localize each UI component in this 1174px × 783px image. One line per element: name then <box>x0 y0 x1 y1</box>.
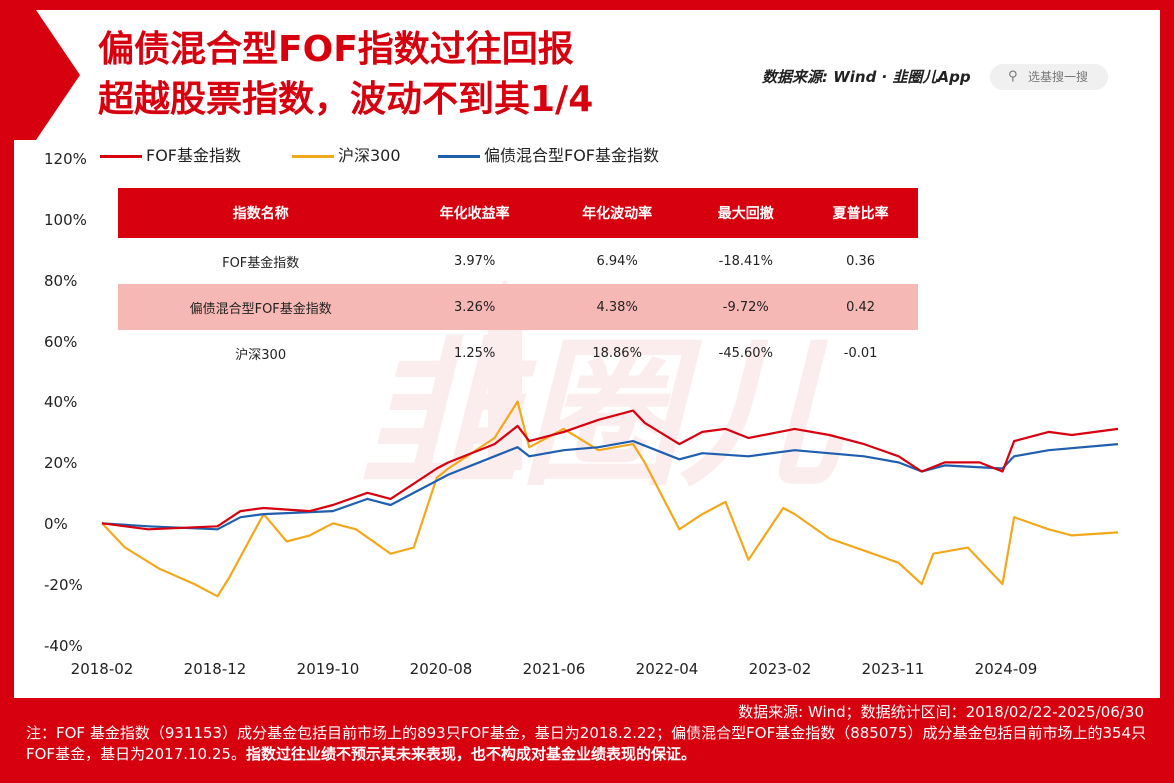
line-chart: 韭圈儿 <box>101 280 1119 598</box>
table-row: 沪深300 1.25% 18.86% -45.60% -0.01 <box>118 330 918 376</box>
page-title-line1: 偏债混合型FOF指数过往回报 <box>98 29 574 70</box>
x-tick-label: 2018-02 <box>70 660 134 678</box>
y-tick-label: 60% <box>44 333 78 351</box>
x-tick-label: 2023-11 <box>861 660 925 678</box>
legend-item-mixed: 偏债混合型FOF基金指数 <box>438 142 659 166</box>
footer-note-text: 注：FOF 基金指数（931153）成分基金包括目前市场上的893只FOF基金，… <box>26 724 1147 763</box>
x-tick-label: 2018-12 <box>183 660 247 678</box>
table-row-highlighted: 偏债混合型FOF基金指数 3.26% 4.38% -9.72% 0.42 <box>118 284 918 330</box>
table-cell: -0.01 <box>843 345 878 361</box>
table-header-cell: 指数名称 <box>118 188 404 238</box>
footer-note: 注：FOF 基金指数（931153）成分基金包括目前市场上的893只FOF基金，… <box>26 723 1150 765</box>
corner-arrow-icon <box>14 10 80 140</box>
search-box[interactable]: ⚲ 选基搜一搜 <box>990 64 1108 90</box>
table-cell: -9.72% <box>688 284 804 330</box>
search-placeholder: 选基搜一搜 <box>1028 70 1089 84</box>
x-tick-label: 2021-06 <box>522 660 586 678</box>
plot-lines <box>101 400 1119 598</box>
legend-label-mixed: 偏债混合型FOF基金指数 <box>484 146 660 165</box>
legend-label-fof: FOF基金指数 <box>146 146 242 165</box>
table-cell: 0.36 <box>846 253 876 269</box>
x-tick-label: 2022-04 <box>635 660 699 678</box>
table-cell: 3.26% <box>403 284 546 330</box>
table-header-cell: 夏普比率 <box>803 188 918 238</box>
table-header-row: 指数名称 年化收益率 年化波动率 最大回撤 夏普比率 <box>118 188 918 238</box>
series-line-0 <box>101 409 1119 531</box>
table-cell: 偏债混合型FOF基金指数 <box>118 284 404 330</box>
table-cell: -45.60% <box>718 345 773 361</box>
footer-disclaimer: 指数过往业绩不预示其未来表现，也不构成对基金业绩表现的保证。 <box>245 745 696 763</box>
x-tick-label: 2019-10 <box>296 660 360 678</box>
table-cell: 18.86% <box>592 345 642 361</box>
y-tick-label: 0% <box>44 515 68 533</box>
x-tick-label: 2023-02 <box>748 660 812 678</box>
watermark-logo: 韭圈儿 <box>360 280 845 508</box>
table-cell: 沪深300 <box>235 347 287 363</box>
table-header-cell: 年化收益率 <box>403 188 546 238</box>
y-tick-label: 40% <box>44 393 78 411</box>
table-cell: 0.42 <box>803 284 918 330</box>
y-tick-label: 100% <box>44 211 87 229</box>
footer-source: 数据来源: Wind；数据统计区间：2018/02/22-2025/06/30 <box>738 703 1144 721</box>
table-cell: FOF基金指数 <box>222 255 300 271</box>
chart-panel <box>14 10 1160 698</box>
stats-table: 指数名称 年化收益率 年化波动率 最大回撤 夏普比率 FOF基金指数 3.97%… <box>118 188 918 376</box>
y-tick-label: -40% <box>44 637 83 655</box>
y-tick-label: 20% <box>44 454 78 472</box>
legend-swatch-hs300 <box>292 155 334 158</box>
x-tick-label: 2020-08 <box>409 660 473 678</box>
legend-swatch-fof <box>100 155 142 158</box>
table-cell: 3.97% <box>454 253 496 269</box>
page-title-line2: 超越股票指数，波动不到其1/4 <box>98 79 594 120</box>
series-line-2 <box>101 440 1119 531</box>
search-icon: ⚲ <box>1008 69 1018 84</box>
table-row: FOF基金指数 3.97% 6.94% -18.41% 0.36 <box>118 238 918 284</box>
series-line-1 <box>101 400 1119 598</box>
legend-item-fof: FOF基金指数 <box>100 142 241 166</box>
table-cell: -18.41% <box>718 253 773 269</box>
svg-text:韭圈儿: 韭圈儿 <box>360 321 845 508</box>
table-cell: 1.25% <box>454 345 496 361</box>
table-header-cell: 最大回撤 <box>688 188 804 238</box>
legend-label-hs300: 沪深300 <box>338 146 401 165</box>
x-tick-label: 2024-09 <box>974 660 1038 678</box>
header-source: 数据来源: Wind · 韭圈儿App <box>762 68 971 86</box>
legend-item-hs300: 沪深300 <box>292 142 401 166</box>
table-cell: 6.94% <box>596 253 638 269</box>
y-tick-label: 120% <box>44 150 87 168</box>
table-header-cell: 年化波动率 <box>545 188 689 238</box>
table-cell: 4.38% <box>545 284 689 330</box>
y-tick-label: 80% <box>44 272 78 290</box>
legend-swatch-mixed <box>438 155 480 158</box>
y-tick-label: -20% <box>44 576 83 594</box>
